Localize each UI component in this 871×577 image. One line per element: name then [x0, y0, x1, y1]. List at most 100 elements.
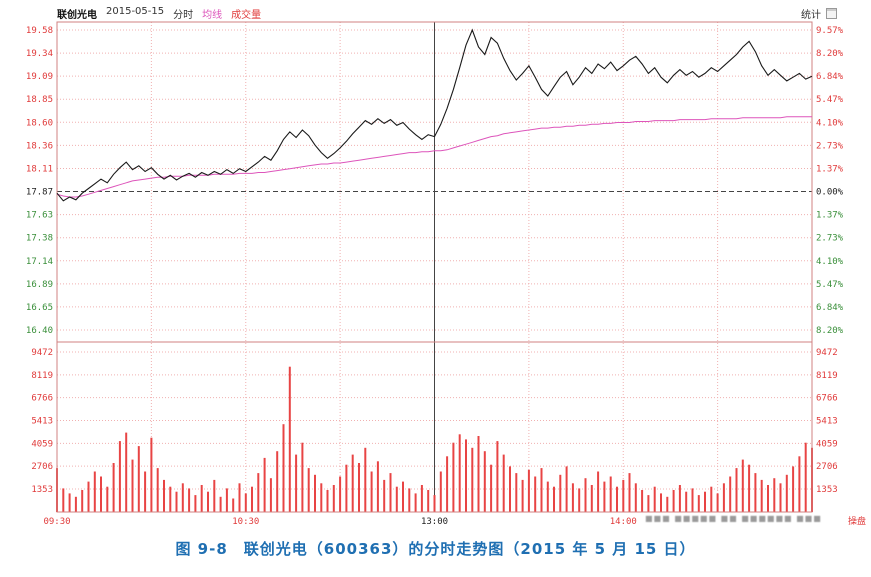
pct-axis-label: 2.73% [816, 234, 844, 244]
volume-bar [351, 454, 354, 512]
chart-frame [56, 21, 813, 513]
volume-bar [804, 442, 807, 512]
volume-axis-label: 5413 [31, 417, 53, 427]
stats-panel-icon[interactable] [826, 8, 837, 19]
volume-bar [370, 471, 373, 512]
price-axis-label: 17.14 [26, 257, 53, 267]
pct-axis-label: 8.20% [816, 326, 844, 336]
volume-bar [163, 479, 165, 512]
price-axis-label: 19.58 [26, 26, 53, 36]
volume-bar [150, 437, 153, 512]
volume-axis-label: 5413 [816, 417, 838, 427]
volume-bar [483, 451, 486, 512]
volume-bar [295, 454, 298, 512]
volume-bar [798, 456, 801, 512]
volume-bar [364, 447, 367, 512]
volume-bar [521, 479, 524, 512]
volume-bar [666, 496, 669, 512]
price-axis-label: 17.63 [26, 211, 53, 221]
price-axis-label: 17.38 [26, 234, 53, 244]
time-axis-label: 09:30 [43, 517, 70, 527]
watermark: ■■■ ■■■■■ ■■ ■■■■■■ ■■■ [645, 514, 822, 523]
volume-bar [238, 483, 241, 512]
price-line [56, 28, 813, 202]
volume-bar [263, 457, 266, 512]
price-axis-label: 18.60 [26, 118, 53, 128]
volume-bar [515, 473, 518, 512]
volume-bar [100, 476, 102, 512]
volume-axis-label: 9472 [31, 348, 53, 358]
volume-bar [722, 483, 725, 512]
pct-axis-label: 6.84% [816, 303, 844, 313]
volume-bar [307, 468, 310, 512]
volume-bar [565, 466, 568, 512]
volume-bar [314, 474, 316, 512]
volume-bar [414, 493, 417, 512]
volume-bar [326, 490, 329, 512]
volume-bar [590, 485, 593, 512]
pct-axis-label: 4.10% [816, 257, 844, 267]
volume-bar [628, 473, 631, 512]
volume-bar [678, 485, 681, 512]
volume-bar [710, 486, 713, 512]
volume-bar [402, 481, 404, 512]
pct-axis-label: 8.20% [816, 49, 844, 59]
volume-bar [358, 463, 360, 512]
volume-bar [269, 478, 272, 512]
volume-bar [546, 481, 549, 512]
time-axis-label: 13:00 [421, 517, 448, 527]
volume-bar [653, 486, 656, 512]
volume-bar [578, 488, 581, 512]
volume-bar [697, 495, 700, 512]
volume-bar [622, 479, 625, 512]
volume-bar [672, 490, 675, 512]
price-axis-label: 18.36 [26, 141, 53, 151]
volume-bar [332, 485, 335, 512]
chart-type-label: 分时 [173, 10, 194, 21]
volume-bar [420, 485, 423, 512]
stats-button[interactable]: 统计 [801, 10, 821, 21]
pct-axis-label: 1.37% [816, 164, 844, 174]
volume-bar [200, 485, 203, 512]
volume-bar [389, 473, 392, 512]
volume-bar [427, 490, 430, 512]
volume-axis-label: 4059 [816, 439, 838, 449]
volume-bar [439, 471, 442, 512]
volume-bar [685, 491, 688, 512]
pct-axis-label: 4.10% [816, 118, 844, 128]
volume-axis-label: 8119 [816, 371, 838, 381]
pct-axis-label: 9.57% [816, 26, 844, 36]
volume-axis-label: 2706 [816, 462, 838, 472]
price-axis-label: 17.87 [26, 188, 53, 198]
chart-header-right: 统计 [801, 6, 837, 21]
volume-axis-label: 6766 [31, 394, 53, 404]
volume-bar [194, 495, 197, 512]
volume-bar [641, 490, 644, 512]
pct-axis-label: 5.47% [816, 95, 844, 105]
chart-header: 联创光电 2015-05-15 分时 均线 成交量 [57, 6, 261, 21]
volume-bar [691, 488, 694, 512]
volume-bar [446, 456, 449, 512]
volume-bar [571, 483, 574, 512]
volume-bar [748, 464, 751, 512]
volume-axis-label: 1353 [816, 485, 838, 495]
volume-bar [496, 441, 499, 512]
volume-bar [729, 476, 732, 512]
volume-bar [553, 486, 555, 512]
volume-bar [767, 485, 769, 512]
volume-bar [716, 493, 719, 512]
volume-axis-label: 1353 [31, 485, 53, 495]
volume-bar [93, 471, 96, 512]
volume-bar [609, 476, 612, 512]
price-axis-label: 19.09 [26, 72, 53, 82]
volume-bar [785, 474, 788, 512]
volume-bar [68, 493, 71, 512]
volume-bar [87, 481, 90, 512]
volume-bar [490, 464, 493, 512]
volume-bar [376, 461, 379, 512]
volume-bar [118, 441, 121, 512]
volume-axis-label: 4059 [31, 439, 53, 449]
volume-bar [156, 468, 159, 512]
bottom-right-label[interactable]: 操盘 [848, 515, 866, 527]
volume-bar [144, 471, 147, 512]
